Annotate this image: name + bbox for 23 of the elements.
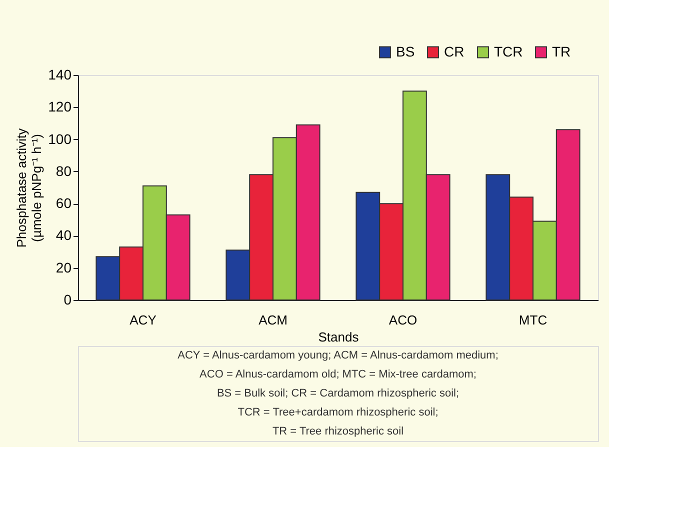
y-tick-label: 140 <box>48 66 72 82</box>
y-tick-label: 80 <box>56 162 72 179</box>
text: ACY = Alnus-cardamom young; ACM = Alnus-cardamom medium; <box>178 350 498 362</box>
y-tick-label: 20 <box>56 259 72 276</box>
x-tick-label: ACM <box>258 312 288 328</box>
y-tick-label: 60 <box>56 195 72 212</box>
y-tick-label: 40 <box>56 227 72 244</box>
x-tick-label: ACO <box>388 312 418 328</box>
y-axis-title: Phosphatase activity (µmole pNPg⁻¹ h⁻¹) <box>14 128 44 248</box>
y-tick-label: 120 <box>48 98 72 115</box>
legend-label: TCR <box>494 43 523 60</box>
legend-label: TR <box>552 43 571 60</box>
legend-label: CR <box>444 43 464 60</box>
y-tick-label: 0 <box>64 292 72 308</box>
text: TCR = Tree+cardamom rhizospheric soil; <box>238 406 438 418</box>
x-tick-label: ACY <box>130 312 157 328</box>
x-axis-title: Stands <box>318 330 360 344</box>
y-tick-label: 100 <box>48 130 72 147</box>
x-tick-label: MTC <box>518 312 548 328</box>
text: BS = Bulk soil; CR = Cardamom rhizospheric soil; <box>216 388 460 400</box>
text: ACO = Alnus-cardamom old; MTC = Mix-tree cardamom; <box>200 368 476 380</box>
legend-label: BS <box>396 43 415 60</box>
text: TR = Tree rhizospheric soil <box>272 426 404 438</box>
